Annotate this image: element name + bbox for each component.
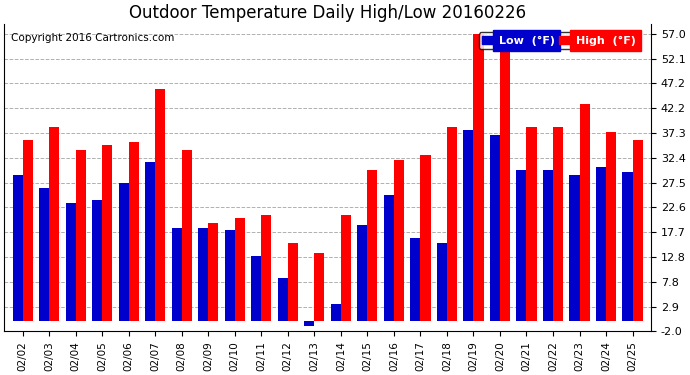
Bar [235, 218, 245, 321]
Bar [198, 228, 208, 321]
Bar [102, 145, 112, 321]
Bar [49, 127, 59, 321]
Text: Copyright 2016 Cartronics.com: Copyright 2016 Cartronics.com [10, 33, 174, 43]
Bar [155, 89, 166, 321]
Bar [447, 127, 457, 321]
Bar [394, 160, 404, 321]
Bar [288, 243, 298, 321]
Bar [304, 321, 315, 326]
Bar [262, 215, 271, 321]
Bar [39, 188, 49, 321]
Bar [225, 230, 235, 321]
Bar [66, 202, 76, 321]
Bar [23, 140, 33, 321]
Bar [331, 303, 341, 321]
Bar [526, 127, 537, 321]
Bar [553, 127, 563, 321]
Bar [500, 51, 510, 321]
Bar [384, 195, 394, 321]
Bar [181, 150, 192, 321]
Bar [92, 200, 102, 321]
Bar [145, 162, 155, 321]
Bar [119, 183, 129, 321]
Bar [411, 238, 420, 321]
Bar [473, 34, 484, 321]
Bar [464, 130, 473, 321]
Title: Outdoor Temperature Daily High/Low 20160226: Outdoor Temperature Daily High/Low 20160… [129, 4, 526, 22]
Legend: Low  (°F), High  (°F): Low (°F), High (°F) [479, 32, 639, 49]
Bar [251, 256, 262, 321]
Bar [129, 142, 139, 321]
Bar [543, 170, 553, 321]
Bar [633, 140, 642, 321]
Bar [315, 253, 324, 321]
Bar [278, 278, 288, 321]
Bar [12, 175, 23, 321]
Bar [357, 225, 367, 321]
Bar [606, 132, 616, 321]
Bar [490, 135, 500, 321]
Bar [367, 170, 377, 321]
Bar [516, 170, 526, 321]
Bar [420, 155, 431, 321]
Bar [569, 175, 580, 321]
Bar [76, 150, 86, 321]
Bar [596, 167, 606, 321]
Bar [172, 228, 181, 321]
Bar [208, 223, 219, 321]
Bar [622, 172, 633, 321]
Bar [341, 215, 351, 321]
Bar [580, 104, 589, 321]
Bar [437, 243, 447, 321]
